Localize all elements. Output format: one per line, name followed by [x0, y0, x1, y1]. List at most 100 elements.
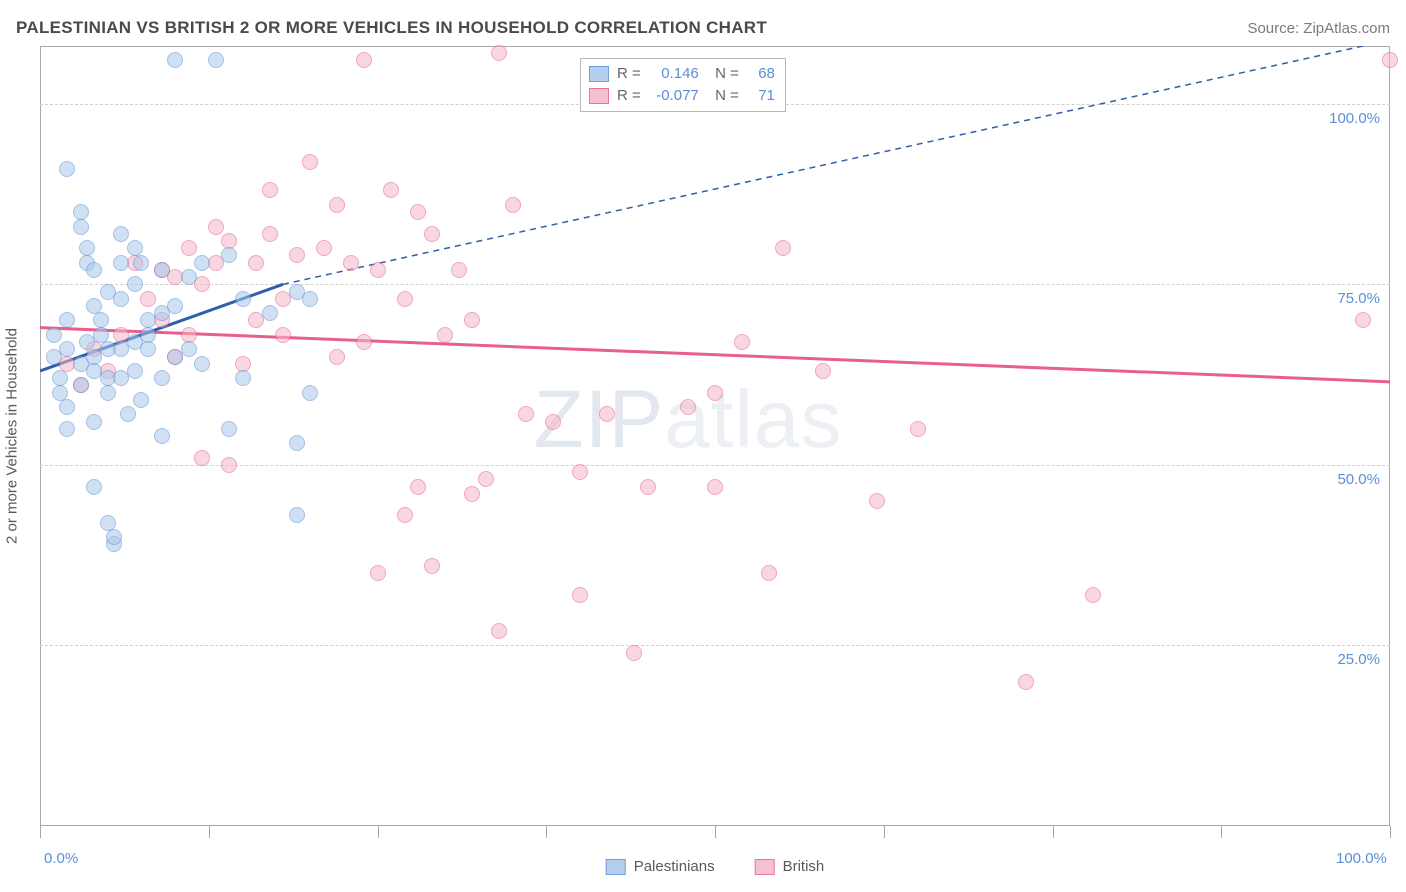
scatter-point-palestinians: [181, 269, 197, 285]
stats-legend: R = 0.146 N = 68 R = -0.077 N = 71: [580, 58, 786, 112]
scatter-point-palestinians: [59, 399, 75, 415]
scatter-point-british: [194, 276, 210, 292]
scatter-point-palestinians: [113, 291, 129, 307]
scatter-point-british: [491, 45, 507, 61]
x-tick-mark: [884, 826, 885, 838]
scatter-point-palestinians: [59, 341, 75, 357]
scatter-point-british: [572, 464, 588, 480]
scatter-point-british: [451, 262, 467, 278]
scatter-point-british: [626, 645, 642, 661]
stats-row-palestinians: R = 0.146 N = 68: [589, 63, 775, 85]
scatter-point-palestinians: [181, 341, 197, 357]
scatter-point-palestinians: [86, 414, 102, 430]
chart-title: PALESTINIAN VS BRITISH 2 OR MORE VEHICLE…: [16, 18, 767, 38]
x-tick-mark: [209, 826, 210, 838]
scatter-point-british: [140, 291, 156, 307]
scatter-point-british: [329, 349, 345, 365]
x-tick-mark: [378, 826, 379, 838]
scatter-point-british: [680, 399, 696, 415]
scatter-point-british: [491, 623, 507, 639]
scatter-point-british: [262, 182, 278, 198]
r-label: R =: [617, 85, 641, 107]
scatter-point-palestinians: [93, 312, 109, 328]
scatter-point-palestinians: [59, 161, 75, 177]
scatter-point-palestinians: [113, 226, 129, 242]
scatter-point-palestinians: [154, 428, 170, 444]
scatter-point-british: [707, 479, 723, 495]
x-tick-mark: [715, 826, 716, 838]
legend-item-british: British: [755, 858, 825, 875]
x-tick-mark: [1221, 826, 1222, 838]
scatter-point-british: [397, 507, 413, 523]
scatter-point-palestinians: [262, 305, 278, 321]
scatter-point-british: [329, 197, 345, 213]
scatter-point-palestinians: [127, 363, 143, 379]
scatter-point-british: [370, 565, 386, 581]
scatter-point-british: [397, 291, 413, 307]
scatter-point-palestinians: [46, 327, 62, 343]
scatter-point-british: [208, 219, 224, 235]
scatter-point-palestinians: [59, 421, 75, 437]
scatter-point-british: [356, 334, 372, 350]
scatter-point-palestinians: [167, 52, 183, 68]
source-label: Source: ZipAtlas.com: [1247, 20, 1390, 37]
legend-item-palestinians: Palestinians: [606, 858, 715, 875]
scatter-point-palestinians: [221, 421, 237, 437]
scatter-point-palestinians: [106, 529, 122, 545]
scatter-point-british: [262, 226, 278, 242]
scatter-point-palestinians: [73, 219, 89, 235]
scatter-point-british: [289, 247, 305, 263]
scatter-point-british: [410, 479, 426, 495]
scatter-point-british: [761, 565, 777, 581]
stats-row-british: R = -0.077 N = 71: [589, 85, 775, 107]
scatter-point-palestinians: [133, 255, 149, 271]
scatter-point-palestinians: [235, 370, 251, 386]
y-axis-label: 2 or more Vehicles in Household: [4, 328, 21, 544]
scatter-point-british: [316, 240, 332, 256]
scatter-point-british: [370, 262, 386, 278]
scatter-point-british: [1018, 674, 1034, 690]
r-value-palestinians: 0.146: [649, 63, 699, 85]
scatter-point-palestinians: [154, 370, 170, 386]
legend-label-british: British: [783, 858, 825, 875]
scatter-point-british: [424, 558, 440, 574]
scatter-point-palestinians: [100, 385, 116, 401]
scatter-point-british: [572, 587, 588, 603]
scatter-point-british: [545, 414, 561, 430]
scatter-point-british: [194, 450, 210, 466]
scatter-point-british: [437, 327, 453, 343]
scatter-point-palestinians: [120, 406, 136, 422]
scatter-point-british: [505, 197, 521, 213]
scatter-point-british: [410, 204, 426, 220]
scatter-point-palestinians: [73, 377, 89, 393]
scatter-point-british: [1355, 312, 1371, 328]
r-label: R =: [617, 63, 641, 85]
series-legend: Palestinians British: [606, 858, 825, 875]
scatter-point-british: [424, 226, 440, 242]
scatter-point-palestinians: [221, 247, 237, 263]
scatter-point-palestinians: [302, 385, 318, 401]
swatch-palestinians: [589, 66, 609, 82]
scatter-point-british: [815, 363, 831, 379]
n-value-palestinians: 68: [747, 63, 775, 85]
scatter-point-british: [356, 52, 372, 68]
scatter-point-palestinians: [133, 392, 149, 408]
x-tick-mark: [40, 826, 41, 838]
swatch-palestinians: [606, 859, 626, 875]
n-label: N =: [707, 85, 739, 107]
scatter-point-british: [775, 240, 791, 256]
scatter-point-british: [248, 255, 264, 271]
scatter-point-british: [640, 479, 656, 495]
x-tick-label: 0.0%: [44, 850, 78, 867]
scatter-point-palestinians: [86, 479, 102, 495]
scatter-point-british: [869, 493, 885, 509]
scatter-point-palestinians: [86, 262, 102, 278]
scatter-point-british: [181, 240, 197, 256]
scatter-point-palestinians: [289, 435, 305, 451]
scatter-point-palestinians: [289, 507, 305, 523]
scatter-point-palestinians: [194, 255, 210, 271]
swatch-british: [755, 859, 775, 875]
scatter-point-palestinians: [73, 204, 89, 220]
scatter-point-british: [734, 334, 750, 350]
scatter-point-british: [478, 471, 494, 487]
